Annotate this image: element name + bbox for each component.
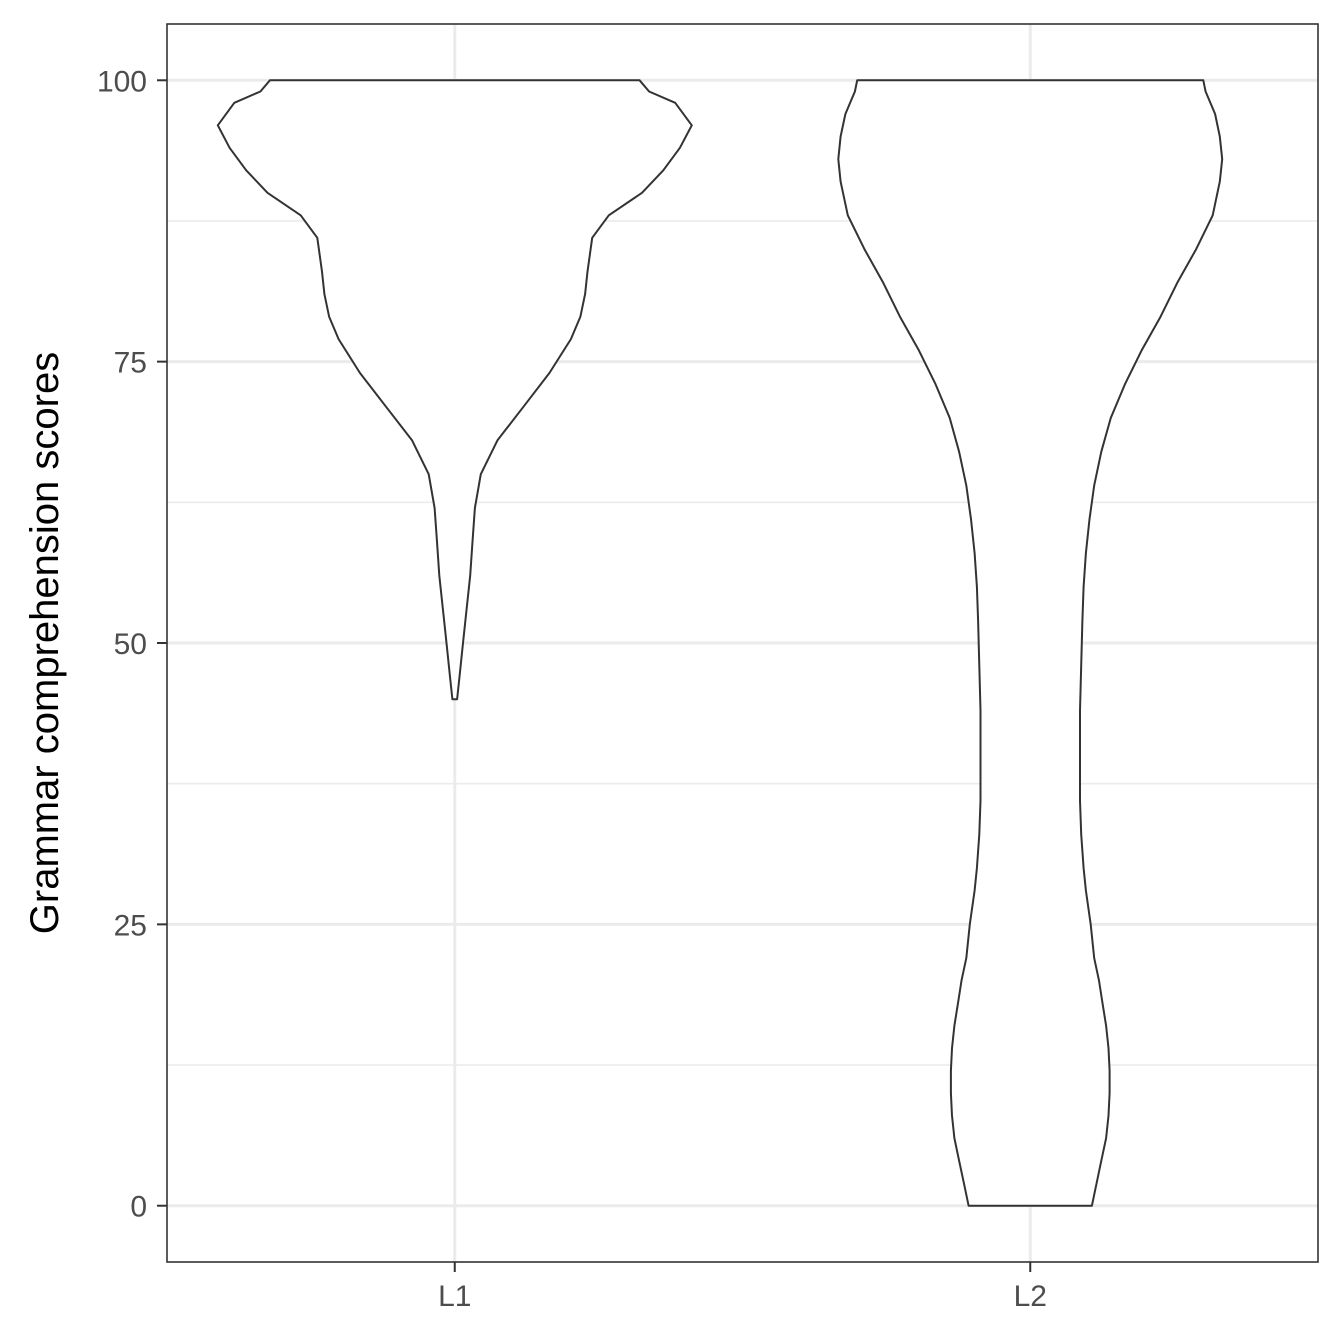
x-tick-label-l2: L2 <box>1014 1280 1047 1313</box>
x-tick-label-l1: L1 <box>438 1280 471 1313</box>
violin-l1 <box>216 79 693 701</box>
y-tick-label: 100 <box>97 65 147 98</box>
y-tick-label: 0 <box>130 1191 147 1224</box>
y-axis: 0 25 50 75 100 <box>97 65 167 1224</box>
y-tick-label: 75 <box>114 347 147 380</box>
x-axis: L1 L2 <box>438 1262 1047 1313</box>
violins <box>216 79 1224 1207</box>
y-tick-label: 25 <box>114 909 147 942</box>
violin-l2 <box>837 79 1224 1207</box>
y-axis-title: Grammar comprehension scores <box>23 352 67 934</box>
y-tick-label: 50 <box>114 628 147 661</box>
